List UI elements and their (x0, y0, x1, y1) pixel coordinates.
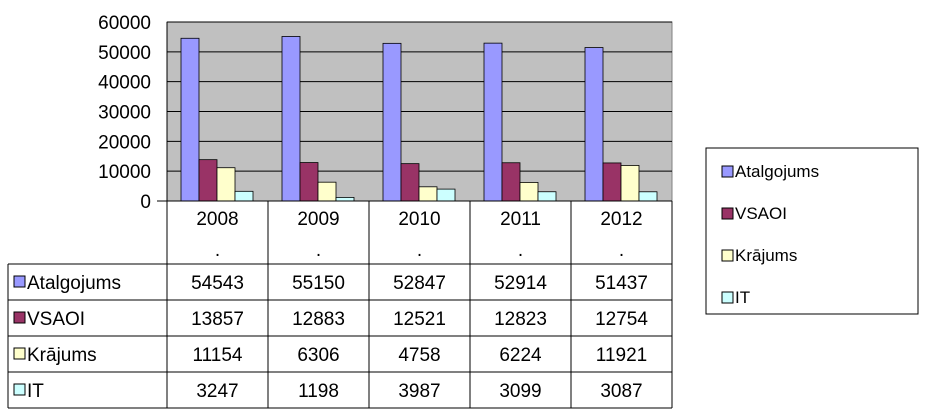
data-label: 54543 (191, 273, 244, 294)
data-label: 55150 (292, 273, 345, 294)
bar (483, 42, 503, 202)
x-tick-suffix: . (518, 240, 523, 261)
data-label: 1198 (298, 381, 339, 402)
legend-key (721, 291, 734, 304)
x-tick-suffix: . (316, 240, 321, 261)
legend-key (721, 165, 734, 178)
x-tick-suffix: . (215, 240, 220, 261)
y-tick-label: 0 (140, 192, 151, 213)
table-row-label: VSAOI (27, 309, 85, 330)
data-label: 11921 (596, 345, 647, 366)
x-tick-label: 2008 (196, 209, 238, 230)
bar (602, 162, 622, 202)
data-label: 3247 (196, 381, 238, 402)
bar (501, 162, 521, 202)
table-legend-key (13, 347, 26, 360)
x-tick-label: 2012 (600, 209, 642, 230)
table-row-label: IT (27, 381, 44, 402)
x-tick-suffix: . (619, 240, 624, 261)
bar (620, 165, 640, 202)
data-label: 11154 (192, 345, 242, 366)
y-tick-label: 10000 (98, 162, 151, 183)
data-label: 3087 (600, 381, 642, 402)
table-legend-key (13, 383, 26, 396)
bar (436, 188, 456, 202)
data-label: 12754 (595, 309, 648, 330)
y-tick-label: 60000 (98, 13, 151, 34)
bar (537, 191, 557, 202)
x-tick-label: 2009 (297, 209, 339, 230)
table-legend-key (13, 275, 26, 288)
table-row-label: Krājums (27, 345, 97, 366)
bar (519, 182, 539, 202)
bar (198, 159, 218, 202)
data-label: 12823 (494, 309, 547, 330)
y-tick-label: 50000 (98, 43, 151, 64)
bar (317, 181, 337, 202)
data-label: 12521 (393, 309, 446, 330)
y-tick-label: 20000 (98, 132, 151, 153)
bar (299, 162, 319, 202)
legend-key (721, 207, 734, 220)
data-label: 3099 (499, 381, 541, 402)
bar (234, 190, 254, 202)
bar (400, 163, 420, 202)
table-legend-key (13, 311, 26, 324)
x-tick-label: 2010 (398, 209, 440, 230)
table-row-label: Atalgojums (27, 273, 121, 294)
data-label: 4758 (398, 345, 440, 366)
data-label: 13857 (191, 309, 244, 330)
data-label: 6224 (499, 345, 542, 366)
legend-label: VSAOI (735, 204, 787, 223)
bar (584, 47, 604, 202)
legend-label: Atalgojums (735, 162, 819, 181)
data-label: 3987 (398, 381, 440, 402)
legend (705, 147, 919, 315)
bar (382, 42, 402, 202)
bar (216, 167, 236, 202)
data-label: 52847 (393, 273, 446, 294)
data-label: 6306 (297, 345, 339, 366)
bar (335, 197, 355, 202)
legend-label: IT (735, 288, 750, 307)
x-tick-label: 2011 (500, 209, 541, 230)
x-tick-suffix: . (417, 240, 422, 261)
bar (281, 36, 301, 202)
bar (180, 37, 200, 202)
y-tick-label: 40000 (98, 73, 151, 94)
legend-key (721, 249, 734, 262)
y-tick-label: 30000 (98, 103, 151, 124)
data-label: 12883 (292, 309, 345, 330)
data-label: 51437 (595, 273, 648, 294)
bar (418, 186, 438, 202)
data-label: 52914 (494, 273, 547, 294)
bar (638, 191, 658, 202)
legend-label: Krājums (735, 246, 797, 265)
